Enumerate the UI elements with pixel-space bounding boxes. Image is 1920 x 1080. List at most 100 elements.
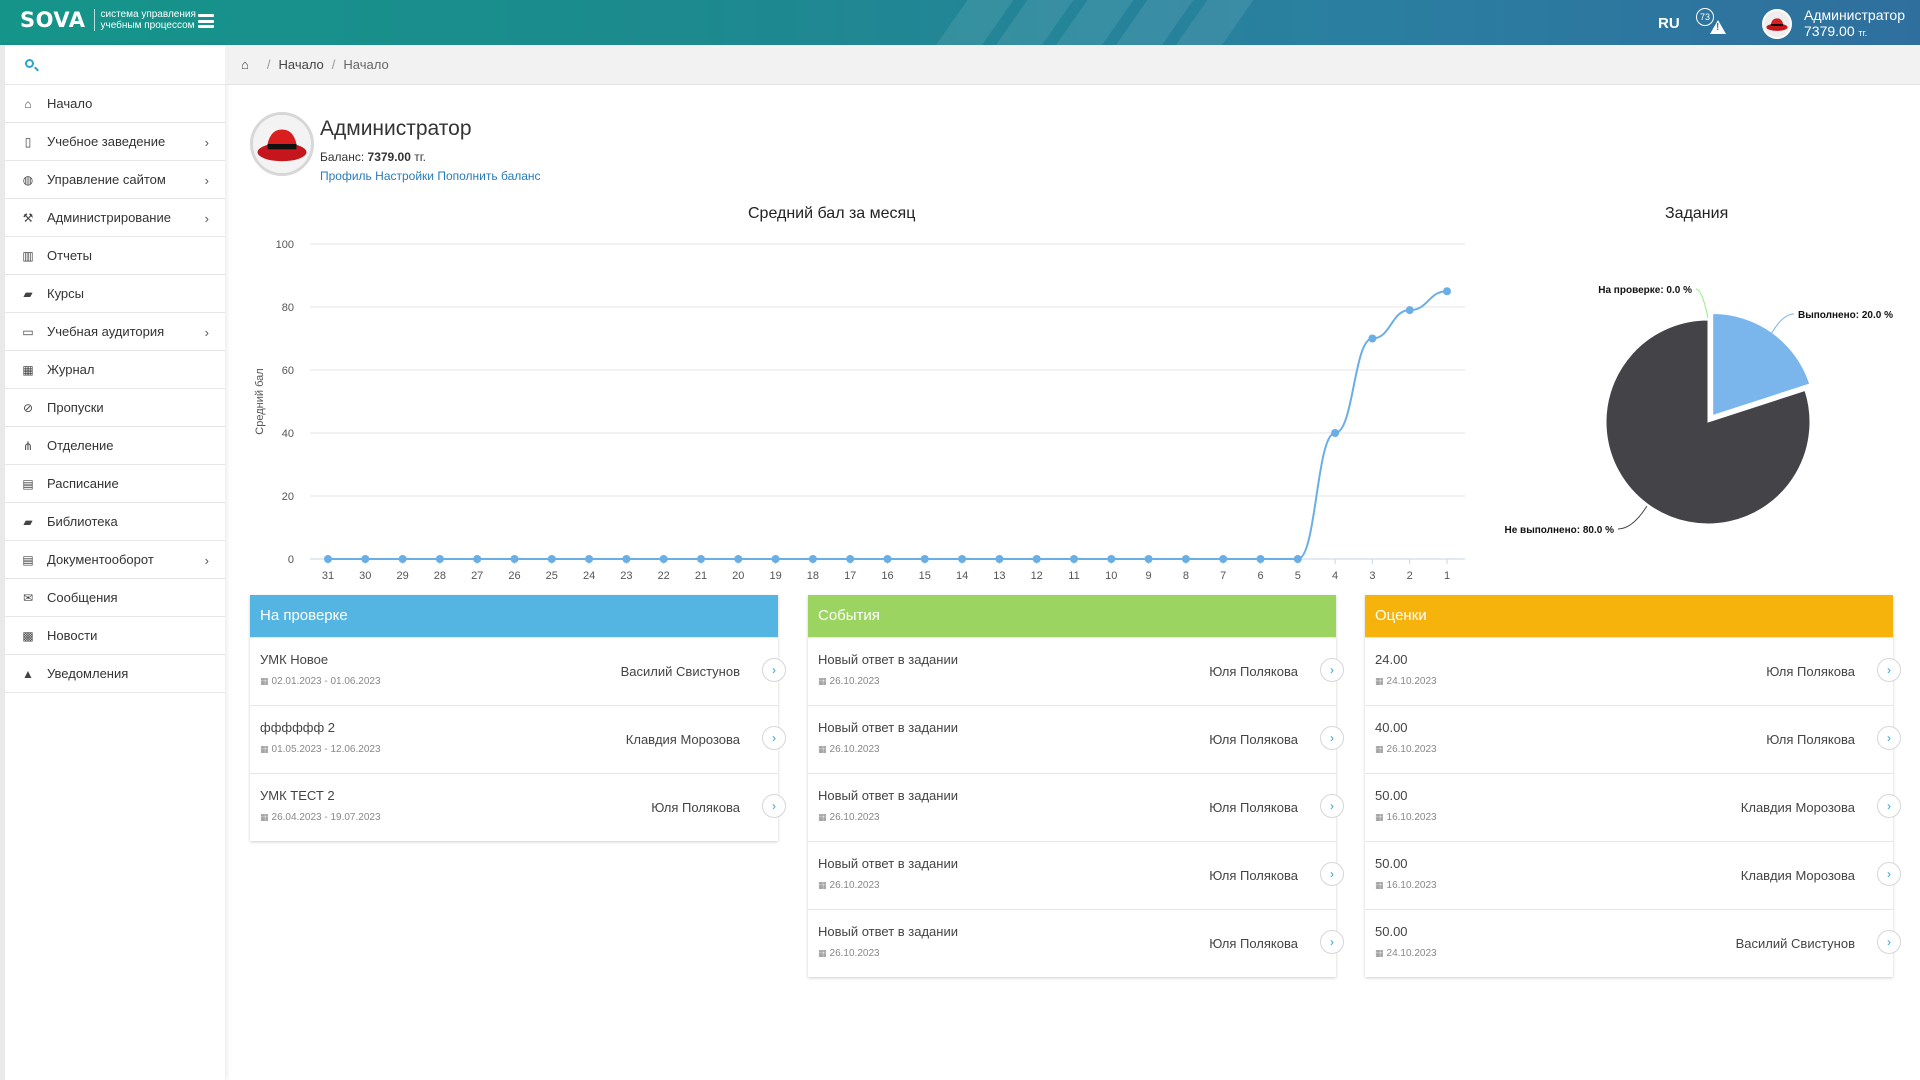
list-item[interactable]: 50.00 16.10.2023 Клавдия Морозова › [1365,773,1901,841]
chevron-right-icon: › [204,211,209,226]
pie-label: Выполнено: 20.0 % [1798,310,1893,321]
profile-balance: Баланс: 7379.00 тг. [320,150,426,164]
sidebar-item[interactable]: ⋔ Отделение [5,427,225,465]
ban-icon: ⊘ [22,400,34,415]
app-logo[interactable]: SOVA система управления учебным процессо… [20,8,214,32]
x-tick-label: 14 [956,570,968,582]
sidebar-item[interactable]: ▰ Курсы [5,275,225,313]
open-item-button[interactable]: › [1877,862,1901,886]
user-currency: тг. [1858,28,1868,38]
open-item-button[interactable]: › [1320,794,1344,818]
data-point [1219,555,1228,563]
pie-chart: Выполнено: 20.0 % Не выполнено: 80.0 % На … [1505,285,1894,536]
open-item-button[interactable]: › [1877,658,1901,682]
profile-name: Администратор [320,117,472,140]
open-item-button[interactable]: › [762,726,786,750]
open-item-button[interactable]: › [762,794,786,818]
item-title: Новый ответ в задании [818,652,958,667]
sidebar-item-label: Начало [47,96,93,111]
sidebar-item[interactable]: ✉ Сообщения [5,579,225,617]
notifications-button[interactable]: 73 [1696,8,1728,38]
language-switch[interactable]: RU [1658,15,1680,32]
sidebar-item-label: Библиотека [47,514,118,529]
list-item[interactable]: 24.00 24.10.2023 Юля Полякова › [1365,637,1901,705]
red-hat-icon [253,115,311,173]
item-date: 01.05.2023 - 12.06.2023 [260,744,381,755]
sidebar-item[interactable]: ⊘ Пропуски [5,389,225,427]
data-point [846,555,855,563]
sidebar-item[interactable]: ▦ Журнал [5,351,225,389]
item-date: 26.10.2023 [818,812,880,823]
x-tick-label: 24 [583,570,595,582]
topup-balance-link[interactable]: Пополнить баланс [437,169,541,183]
open-item-button[interactable]: › [1320,658,1344,682]
list-item[interactable]: Новый ответ в задании 26.10.2023 Юля Поляк… [808,909,1344,977]
x-tick-label: 29 [396,570,408,582]
sidebar-item[interactable]: ▤ Документооборот › [5,541,225,579]
x-tick-label: 16 [881,570,893,582]
list-item[interactable]: фффффф 2 01.05.2023 - 12.06.2023 Клавдия М… [250,705,786,773]
balance-label: Баланс: [320,150,365,164]
sidebar-item-label: Документооборот [47,552,154,567]
sidebar-item[interactable]: ▭ Учебная аудитория › [5,313,225,351]
sidebar-item[interactable]: ▥ Отчеты [5,237,225,275]
list-item[interactable]: Новый ответ в задании 26.10.2023 Юля Поляк… [808,705,1344,773]
data-point [1331,429,1340,437]
grades-card: Оценки 24.00 24.10.2023 Юля Полякова › 40.00 2… [1365,595,1901,977]
list-item[interactable]: 40.00 26.10.2023 Юля Полякова › [1365,705,1901,773]
envelope-icon: ✉ [22,590,34,605]
sidebar-item[interactable]: ▲ Уведомления [5,655,225,693]
sidebar-item[interactable]: ▤ Расписание [5,465,225,503]
list-item[interactable]: 50.00 16.10.2023 Клавдия Морозова › [1365,841,1901,909]
data-point [1107,555,1116,563]
open-item-button[interactable]: › [1877,930,1901,954]
calendar-book-icon: ▤ [22,476,34,491]
list-item[interactable]: Новый ответ в задании 26.10.2023 Юля Поляк… [808,841,1344,909]
logo-word: SOVA [20,8,86,32]
sidebar-item[interactable]: ▰ Библиотека [5,503,225,541]
search-icon [25,59,34,68]
item-title: Новый ответ в задании [818,720,958,735]
chevron-right-icon: › [204,173,209,188]
sidebar-item[interactable]: ▯ Учебное заведение › [5,123,225,161]
review-card: На проверке УМК Новое 02.01.2023 - 01.06.2… [250,595,786,841]
sidebar-nav: ⌂ Начало ▯ Учебное заведение › ◍ Управление са… [5,85,225,693]
file-icon: ▤ [22,552,34,567]
settings-link[interactable]: Настройки [375,169,434,183]
open-item-button[interactable]: › [1320,930,1344,954]
item-date: 26.10.2023 [1375,744,1437,755]
item-title: УМК ТЕСТ 2 [260,788,335,803]
sidebar-item[interactable]: ▩ Новости [5,617,225,655]
x-tick-label: 1 [1444,570,1450,582]
y-tick-label: 0 [288,554,294,566]
sidebar-item[interactable]: ⌂ Начало [5,85,225,123]
list-item[interactable]: Новый ответ в задании 26.10.2023 Юля Поляк… [808,773,1344,841]
breadcrumb-link[interactable]: Начало [278,57,324,72]
open-item-button[interactable]: › [1320,862,1344,886]
list-item[interactable]: 50.00 24.10.2023 Василий Свистунов › [1365,909,1901,977]
menu-toggle-icon[interactable] [198,14,214,28]
user-menu[interactable]: Администратор 7379.00 тг. [1762,7,1905,41]
bar-chart-icon: ▥ [22,248,34,263]
sidebar-item[interactable]: ⚒ Администрирование › [5,199,225,237]
profile-link[interactable]: Профиль [320,169,372,183]
open-item-button[interactable]: › [1877,726,1901,750]
list-item[interactable]: УМК ТЕСТ 2 26.04.2023 - 19.07.2023 Юля Пол… [250,773,786,841]
item-date: 02.01.2023 - 01.06.2023 [260,676,381,687]
home-icon[interactable]: ⌂ [241,57,249,72]
open-item-button[interactable]: › [762,658,786,682]
open-item-button[interactable]: › [1877,794,1901,818]
y-tick-label: 60 [282,365,294,377]
x-tick-label: 22 [658,570,670,582]
data-point [361,555,370,563]
data-point [510,555,519,563]
search-input[interactable] [45,53,215,77]
data-point [1443,287,1451,296]
x-tick-label: 23 [620,570,632,582]
item-date: 26.04.2023 - 19.07.2023 [260,812,381,823]
list-item[interactable]: УМК Новое 02.01.2023 - 01.06.2023 Василий … [250,637,786,705]
list-item[interactable]: Новый ответ в задании 26.10.2023 Юля Поляк… [808,637,1344,705]
sidebar-item[interactable]: ◍ Управление сайтом › [5,161,225,199]
open-item-button[interactable]: › [1320,726,1344,750]
